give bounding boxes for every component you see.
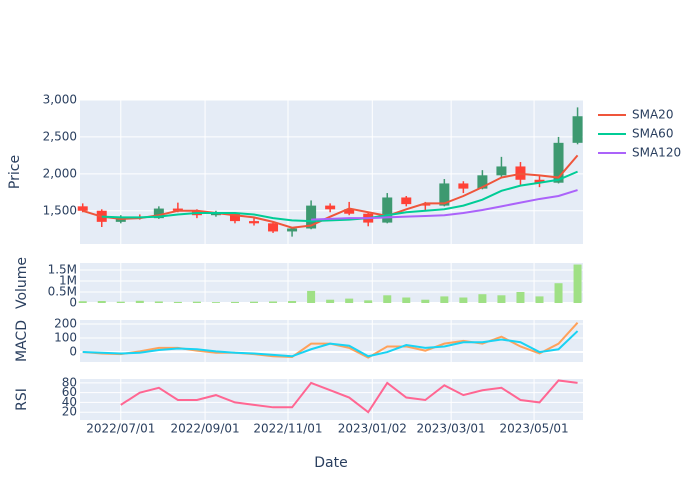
volume-bar: [364, 300, 373, 303]
candle-body: [249, 221, 260, 224]
volume-bar: [116, 301, 125, 303]
volume-bar: [478, 294, 487, 303]
candle-body: [287, 228, 298, 232]
volume-bar: [269, 301, 278, 303]
y-tick-label: 0.5M: [48, 285, 77, 299]
candle-body: [172, 208, 183, 211]
volume-bar: [288, 301, 297, 303]
volume-bar: [211, 302, 220, 303]
candle-body: [401, 197, 412, 205]
volume-bar: [497, 295, 506, 303]
volume-bar: [173, 301, 182, 303]
y-tick-label: 20: [62, 405, 77, 419]
volume-bar: [78, 301, 87, 303]
sma-line: [101, 170, 578, 223]
volume-bar: [535, 296, 544, 303]
indicator-line: [82, 330, 579, 358]
volume-bar: [154, 301, 163, 303]
y-tick-label: 2,500: [43, 129, 77, 143]
plot-background: [80, 100, 583, 244]
y-axis-title: Volume: [14, 257, 30, 309]
sma-line: [82, 154, 579, 229]
y-tick-label: 2,000: [43, 166, 77, 180]
candle-body: [153, 208, 164, 219]
volume-bar: [192, 301, 201, 303]
volume-bar: [573, 264, 582, 303]
volume-bar: [440, 296, 449, 303]
volume-bar: [383, 295, 392, 303]
candle-body: [382, 197, 393, 223]
y-tick-label: 1M: [59, 274, 77, 288]
x-tick-label: 2022/07/01: [86, 422, 155, 436]
legend-label: SMA120: [632, 146, 681, 160]
candle-body: [439, 183, 450, 206]
y-axis-title: RSI: [14, 388, 30, 411]
candle-body: [572, 116, 583, 143]
candle-body: [344, 209, 355, 214]
volume-bar: [459, 297, 468, 303]
volume-bar: [421, 299, 430, 303]
candle-body: [229, 212, 240, 222]
legend-label: SMA60: [632, 127, 673, 141]
candle-body: [77, 206, 88, 211]
candle-body: [306, 205, 317, 229]
y-tick-label: 100: [54, 331, 77, 345]
y-tick-label: 40: [62, 395, 77, 409]
y-tick-label: 1.5M: [48, 263, 77, 277]
candle-body: [325, 205, 336, 210]
legend-label: SMA20: [632, 108, 673, 122]
x-tick-label: 2022/09/01: [170, 422, 239, 436]
y-tick-label: 1,500: [43, 203, 77, 217]
x-axis-title: Date: [314, 455, 347, 471]
candle-body: [458, 183, 469, 189]
volume-bar: [307, 290, 316, 303]
y-tick-label: 0: [69, 345, 77, 359]
y-tick-label: 3,000: [43, 93, 77, 107]
candle-body: [534, 179, 545, 183]
y-tick-label: 80: [62, 375, 77, 389]
x-tick-label: 2023/01/02: [338, 422, 407, 436]
volume-bar: [516, 292, 525, 303]
x-tick-label: 2023/03/01: [417, 422, 486, 436]
volume-bar: [250, 301, 259, 303]
y-axis-title: Price: [7, 155, 23, 189]
volume-bar: [230, 301, 239, 303]
y-tick-label: 60: [62, 385, 77, 399]
candle-body: [477, 175, 488, 189]
y-axis-title: MACD: [14, 320, 30, 362]
volume-bar: [554, 283, 563, 303]
volume-bar: [135, 300, 144, 303]
y-tick-label: 0: [69, 296, 77, 310]
candle-body: [420, 204, 431, 206]
plot-background: [80, 320, 583, 362]
candle-body: [210, 212, 221, 216]
volume-bar: [345, 298, 354, 303]
plot-background: [80, 263, 583, 303]
x-tick-label: 2023/05/01: [499, 422, 568, 436]
indicator-line: [120, 379, 578, 414]
volume-bar: [326, 299, 335, 303]
y-tick-label: 200: [54, 317, 77, 331]
volume-bar: [402, 297, 411, 303]
candle-body: [268, 223, 279, 232]
plot-background: [80, 379, 583, 420]
candle-body: [496, 166, 507, 176]
candle-body: [553, 142, 564, 183]
volume-bar: [97, 301, 106, 303]
x-tick-label: 2022/11/01: [253, 422, 322, 436]
sma-line: [311, 189, 578, 221]
